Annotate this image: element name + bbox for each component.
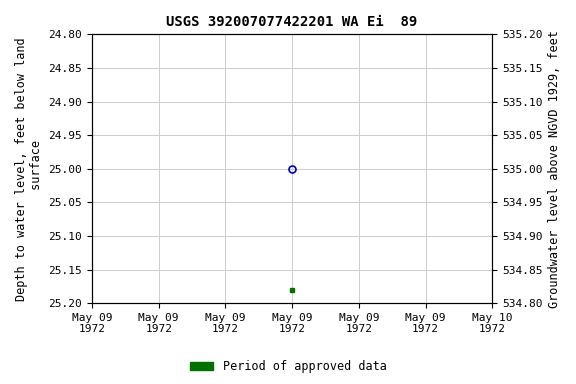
Title: USGS 392007077422201 WA Ei  89: USGS 392007077422201 WA Ei 89 [166,15,418,29]
Y-axis label: Groundwater level above NGVD 1929, feet: Groundwater level above NGVD 1929, feet [548,30,561,308]
Legend: Period of approved data: Period of approved data [185,356,391,378]
Y-axis label: Depth to water level, feet below land
 surface: Depth to water level, feet below land su… [15,37,43,301]
